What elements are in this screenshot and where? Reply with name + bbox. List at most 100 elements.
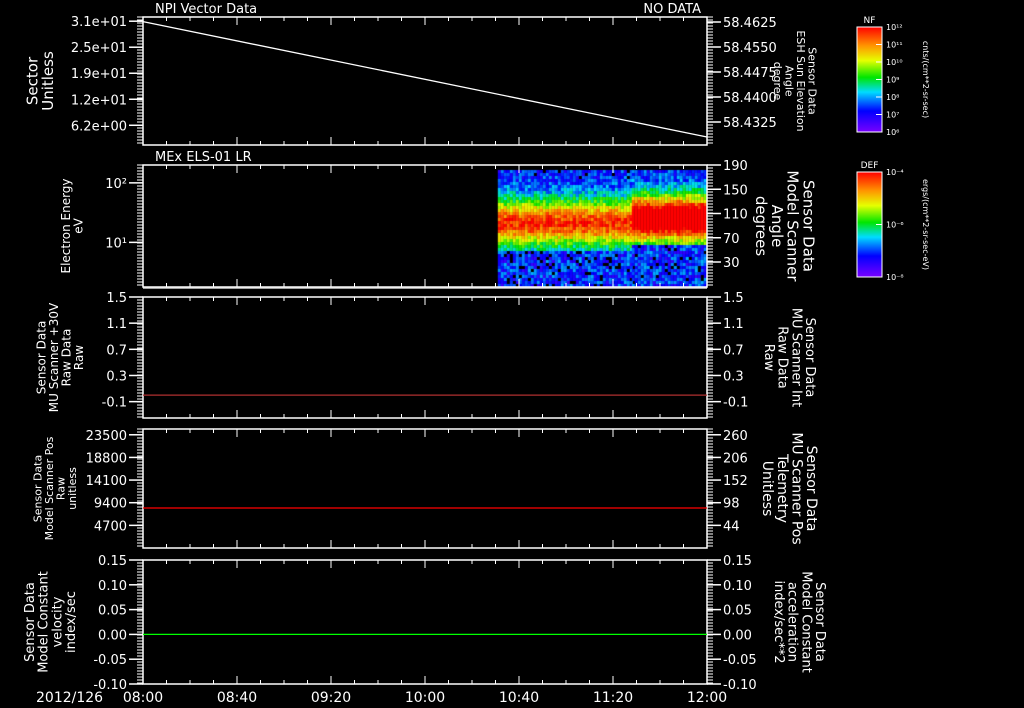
y2-tick-label: 206 — [723, 451, 748, 466]
colorbar-label: 10⁷ — [886, 111, 899, 120]
axis-label-line: Angle — [782, 65, 795, 97]
axis-label-line: Model Scanner Pos — [43, 436, 56, 540]
y-tick-label: -0.1 — [102, 396, 127, 411]
y2-tick-label: 98 — [723, 497, 740, 512]
y2-tick-label: 1.5 — [723, 291, 744, 306]
colorbar-label: 10⁻⁴ — [886, 168, 904, 177]
y-tick-label: 1.5 — [106, 291, 127, 306]
axis-label-line: MU Scanner Int — [788, 308, 803, 407]
y-tick-label: 4700 — [94, 519, 127, 534]
y2-tick-label: 110 — [723, 208, 748, 223]
axis-label-line: degree — [771, 62, 784, 101]
axis-label-line: Sensor Data — [812, 582, 827, 662]
axis-label-line: MU Scanner Pos — [788, 432, 804, 544]
y-tick-label: 1.2e+01 — [71, 93, 127, 108]
axis-label-line: Telemetry — [774, 453, 790, 523]
y-tick-label: 14100 — [86, 474, 127, 489]
axis-label-line: index/sec — [64, 591, 79, 653]
y2-tick-label: -0.1 — [723, 396, 748, 411]
axis-label-line: Raw — [761, 344, 776, 372]
axis-label-line: Sensor Data — [23, 582, 38, 662]
y2-tick-label: 58.4325 — [723, 116, 777, 131]
y-tick-label: -0.05 — [93, 653, 127, 668]
y2-tick-label: 0.05 — [723, 604, 752, 619]
axis-label-line: Angle — [768, 205, 786, 248]
axis-label-line: Sector — [23, 56, 41, 105]
colorbar-title: DEF — [861, 161, 879, 171]
y-tick-label: 0.7 — [106, 343, 127, 358]
axis-label-line: Model Constant — [798, 571, 813, 673]
axis-label-line: Sensor Data — [32, 455, 45, 522]
y-tick-label: 0.3 — [106, 369, 127, 384]
axis-label-line: unitless — [66, 467, 79, 510]
colorbar-units-text: ergs/(cm**2-sr-sec-eV) — [921, 179, 930, 270]
axis-label-line: index/sec**2 — [771, 580, 786, 663]
axis-label-line: Sensor Data — [34, 321, 48, 395]
y2-tick-label: 150 — [723, 183, 748, 198]
panel-frame — [142, 296, 708, 419]
colorbar-label: 10⁶ — [886, 128, 899, 137]
x-tick-label: 08:40 — [217, 690, 257, 706]
y2-tick-label: 0.7 — [723, 343, 744, 358]
x-tick-label: 09:20 — [311, 690, 351, 706]
axis-label-line: Raw — [55, 477, 68, 500]
x-tick-label: 12:00 — [687, 690, 727, 706]
y2-tick-label: 58.4550 — [723, 41, 777, 56]
y-tick-label: 2.5e+01 — [71, 41, 127, 56]
axis-label-line: Raw Data — [60, 329, 74, 387]
axis-label-line: Electron Energy — [59, 178, 73, 273]
panel-frame — [142, 559, 708, 685]
colorbar-label: 10¹⁰ — [886, 58, 903, 67]
panel-title: MEx ELS-01 LR — [155, 150, 252, 165]
axis-label-line: Raw Data — [775, 326, 790, 389]
axis-label-line: Unitless — [39, 51, 57, 111]
y-tick-label: 0.10 — [98, 579, 127, 594]
axis-label-line: Sensor Data — [805, 47, 818, 114]
colorbar-label: 10⁹ — [886, 76, 899, 85]
y2-tick-label: 152 — [723, 474, 748, 489]
axis-label-line: ESH Sun Elevation — [794, 30, 807, 131]
y2-tick-label: 0.15 — [723, 554, 752, 569]
y2-tick-label: 70 — [723, 232, 740, 247]
y2-tick-label: 0.00 — [723, 628, 752, 643]
y-tick-label: 9400 — [94, 497, 127, 512]
colorbar-label: 10⁸ — [886, 93, 899, 102]
axis-label-line: Model Scanner — [784, 170, 802, 282]
axis-label-line: Sensor Data — [803, 446, 819, 532]
colorbar-units-text: cnts/(cm**2-sr-sec) — [921, 41, 930, 118]
date-label: 2012/126 — [36, 690, 103, 706]
x-tick-label: 10:40 — [499, 690, 539, 706]
colorbar-label: 10¹² — [886, 23, 903, 32]
colorbar-title: NF — [864, 16, 876, 26]
colorbar-units: cnts/(cm**2-sr-sec) — [921, 41, 930, 118]
y2-tick-label: 30 — [723, 256, 740, 271]
y-tick-label: 1.1 — [106, 317, 127, 332]
colorbar-label: 10⁻⁸ — [886, 273, 904, 282]
series-line — [142, 20, 708, 138]
y-tick-label: -0.10 — [93, 678, 127, 693]
x-tick-label: 11:20 — [593, 690, 633, 706]
y2-tick-label: 58.4625 — [723, 16, 777, 31]
y-tick-label: 6.2e+00 — [71, 119, 127, 134]
y2-tick-label: 190 — [723, 159, 748, 174]
y2-tick-label: 58.4400 — [723, 91, 777, 106]
axis-label-line: MU Scanner +30V — [47, 302, 61, 412]
y-tick-label: 10² — [105, 177, 127, 192]
axis-label-line: Raw — [72, 345, 86, 370]
y2-tick-label: -0.10 — [723, 678, 757, 693]
panel-title: NPI Vector Data — [155, 2, 257, 17]
no-data-status: NO DATA — [643, 2, 701, 17]
colorbar-label: 10⁻⁶ — [886, 221, 904, 230]
axis-label-line: degrees — [752, 196, 770, 257]
